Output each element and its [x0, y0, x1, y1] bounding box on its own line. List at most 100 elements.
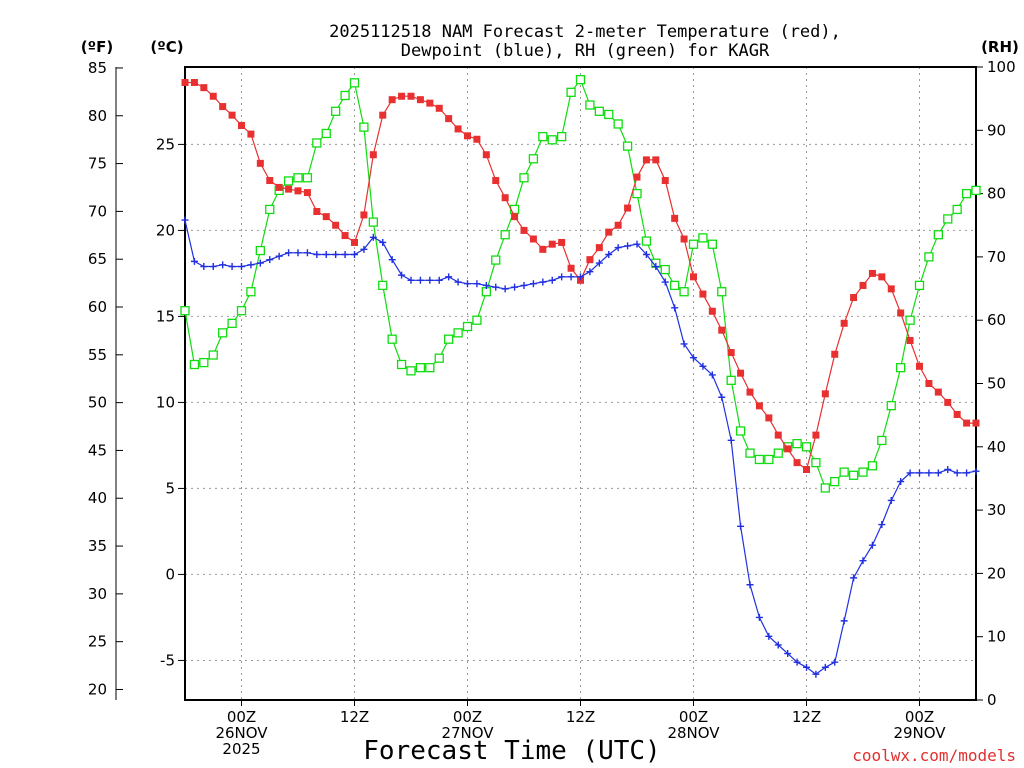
fahrenheit-tick-label: 60 [88, 298, 107, 316]
rh-tick-label: 90 [987, 121, 1006, 139]
rh-point [472, 315, 482, 325]
dewpoint-point [351, 250, 358, 258]
dewpoint-point [953, 469, 961, 477]
dewpoint-point [934, 469, 942, 477]
2-meter-temperature-point [652, 156, 660, 164]
dewpoint-point [558, 273, 566, 281]
dewpoint-point [454, 278, 462, 286]
dewpoint-point [718, 393, 726, 401]
rh-point [820, 483, 830, 493]
celsius-tick-label: 25 [156, 135, 175, 153]
dewpoint-point [200, 263, 208, 271]
2-meter-temperature-point [247, 130, 255, 138]
2-meter-temperature-point [699, 290, 707, 298]
rh-point [519, 173, 529, 183]
chart-title-line-1: 2025112518 NAM Forecast 2-meter Temperat… [329, 22, 841, 42]
2-meter-temperature-point [266, 177, 274, 185]
series-layer [180, 75, 981, 678]
dewpoint-point [322, 250, 330, 258]
dewpoint-point [633, 240, 641, 248]
time-tick-label: 2025 [222, 740, 260, 758]
dewpoint-point [614, 244, 622, 252]
2-meter-temperature-point [916, 362, 923, 370]
dewpoint-point [529, 280, 537, 288]
2-meter-temperature-point [793, 459, 801, 467]
dewpoint-point [944, 466, 952, 474]
2-meter-temperature-point [840, 319, 848, 327]
rh-point [613, 119, 623, 129]
2-meter-temperature-point [482, 151, 490, 159]
2-meter-temperature-point [464, 132, 471, 140]
2-meter-temperature-point [388, 96, 396, 104]
celsius-unit-label: (ºC) [150, 38, 183, 56]
rh-point [971, 185, 981, 196]
rh-point [575, 75, 586, 85]
rh-point [227, 318, 237, 329]
rh-point [698, 233, 708, 243]
celsius-axis: -5 0 5 10 15 20 25 [156, 135, 185, 669]
fahrenheit-tick-label: 75 [88, 155, 107, 173]
series-rh [180, 75, 981, 493]
rh-point [877, 435, 887, 446]
2-meter-temperature-point [765, 414, 773, 422]
time-tick-label: 00Z [679, 708, 708, 726]
rh-point [283, 176, 294, 186]
dewpoint-point [906, 469, 914, 477]
rh-point [547, 135, 557, 145]
rh-tick-label: 100 [987, 58, 1016, 76]
dewpoint-point [699, 362, 707, 370]
2-meter-temperature-point [416, 96, 424, 104]
dewpoint-point [209, 263, 217, 271]
rh-point [792, 438, 802, 449]
rh-point [189, 359, 200, 370]
time-tick-label: 28NOV [667, 724, 720, 742]
2-meter-temperature-point [821, 390, 829, 398]
2-meter-temperature-point [275, 183, 283, 191]
dewpoint-point [398, 271, 406, 279]
dewpoint-line [184, 219, 977, 675]
rh-point [396, 359, 407, 370]
2-meter-temperature-point [671, 214, 679, 222]
rh-axis: 0 10 20 30 40 50 60 70 80 90 100 [976, 58, 1016, 709]
dewpoint-point [812, 670, 820, 678]
rh-point [491, 255, 501, 265]
2-meter-temperature-point [294, 187, 302, 195]
fahrenheit-tick-label: 35 [88, 537, 107, 555]
dewpoint-point [859, 557, 867, 565]
celsius-tick-label: 20 [156, 221, 175, 239]
2-meter-temperature-point [238, 121, 245, 129]
rh-point [764, 454, 774, 465]
2-meter-temperature-point [351, 238, 358, 246]
dewpoint-point [247, 261, 255, 269]
2-meter-temperature-point [812, 431, 820, 439]
2-meter-temperature-point [360, 211, 368, 219]
rh-unit-label: (RH) [981, 38, 1019, 56]
rh-point [632, 188, 642, 199]
dewpoint-point [294, 249, 302, 257]
rh-tick-label: 30 [987, 501, 1006, 519]
2-meter-temperature-point [727, 349, 735, 357]
fahrenheit-tick-label: 25 [88, 633, 107, 651]
dewpoint-point [661, 278, 669, 286]
dewpoint-point [605, 250, 613, 258]
2-meter-temperature-point [878, 273, 886, 281]
rh-point [387, 334, 397, 344]
2-meter-temperature-point [256, 159, 264, 167]
rh-point [961, 188, 972, 199]
rh-tick-label: 40 [987, 438, 1006, 456]
2-meter-temperature-point [774, 431, 782, 439]
2-meter-temperature-point [784, 445, 792, 453]
rh-point [444, 334, 454, 344]
rh-point [867, 461, 878, 471]
dewpoint-point [680, 340, 688, 348]
2-meter-temperature-point [529, 235, 537, 243]
dewpoint-point [972, 467, 980, 475]
rh-point [406, 366, 416, 376]
dewpoint-point [887, 496, 895, 504]
rh-point [641, 236, 652, 246]
fahrenheit-tick-label: 85 [88, 59, 107, 77]
time-tick-label: 12Z [792, 708, 821, 726]
rh-tick-label: 70 [987, 248, 1006, 266]
rh-point [754, 454, 765, 465]
